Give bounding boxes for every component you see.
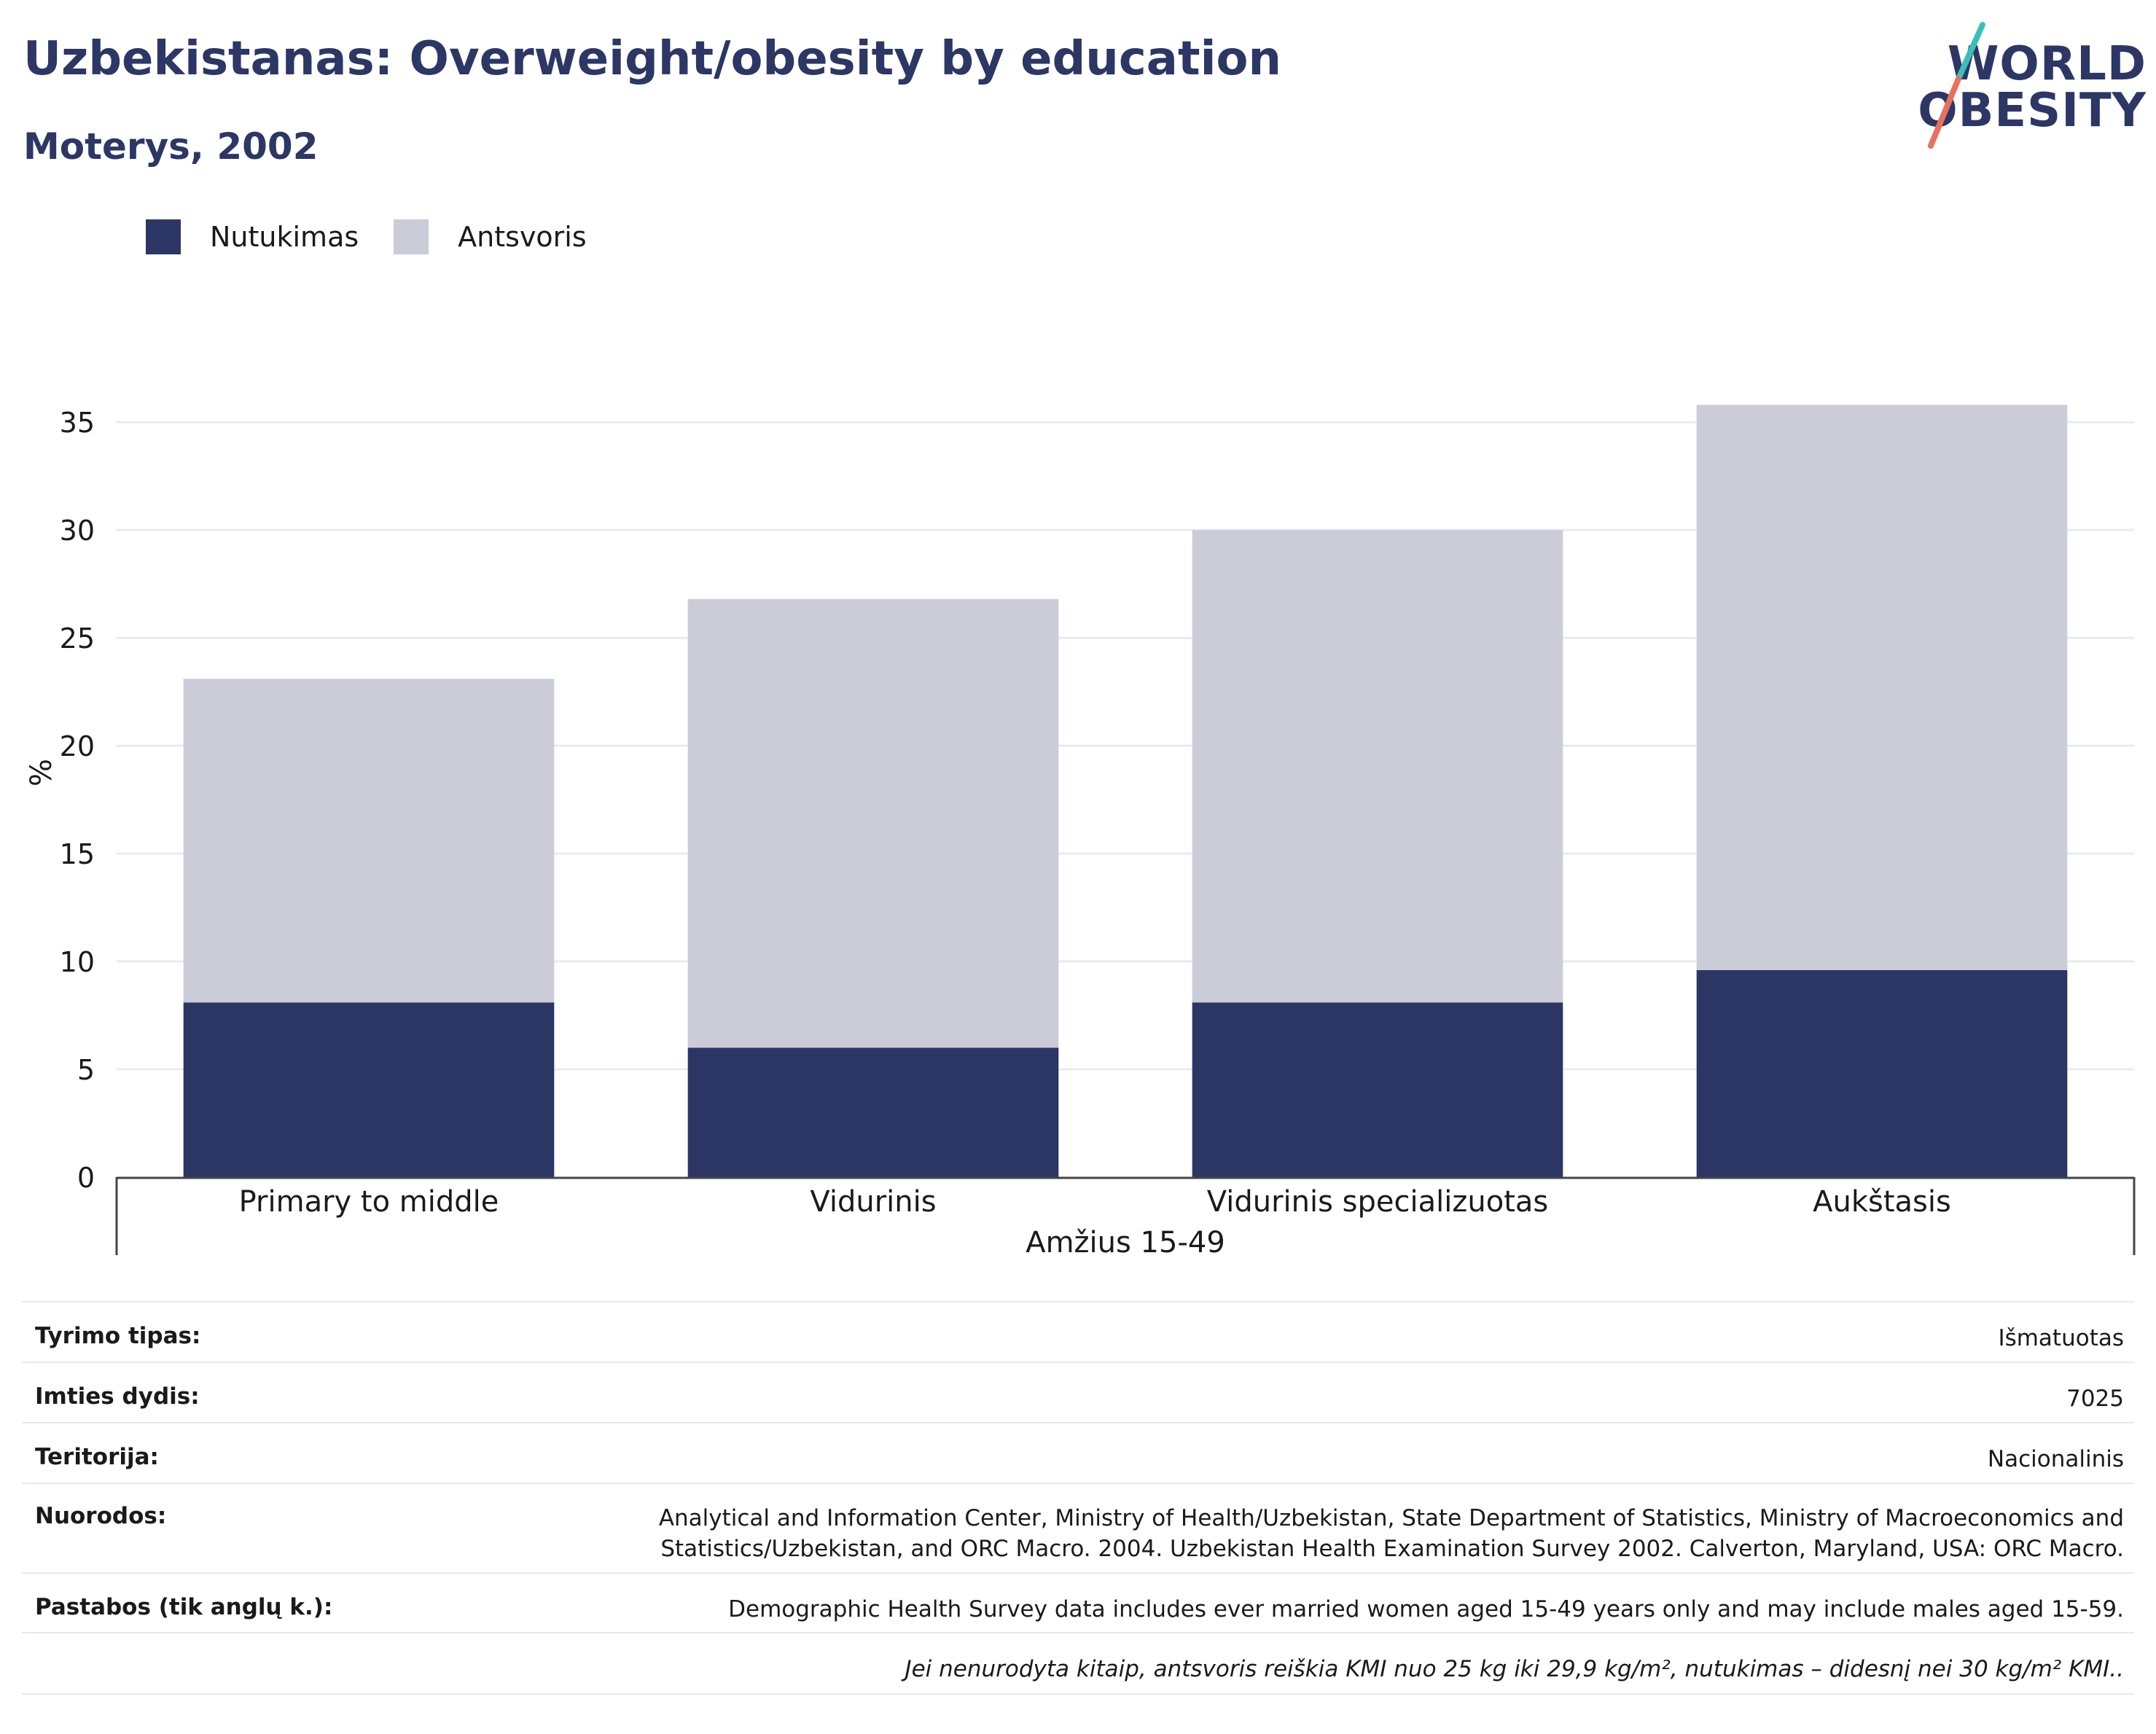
- info-label: Nuorodos:: [35, 1503, 167, 1529]
- x-axis-label: Amžius 15-49: [1026, 1226, 1225, 1260]
- bar-overweight: [183, 679, 555, 1003]
- y-axis-label: %: [25, 759, 58, 786]
- reference-line: Statistics/Uzbekistan, and ORC Macro. 20…: [660, 1536, 2124, 1562]
- legend-swatch-overweight: [394, 219, 429, 254]
- info-row-references: Nuorodos: Analytical and Information Cen…: [22, 1484, 2134, 1574]
- bar-overweight: [1192, 530, 1563, 1003]
- legend-swatch-obesity: [146, 219, 181, 254]
- info-row-footnote: Jei nenurodyta kitaip, antsvoris reiškia…: [22, 1633, 2134, 1695]
- bar-overweight: [687, 598, 1059, 1048]
- info-row-survey-type: Tyrimo tipas: Išmatuotas: [22, 1303, 2134, 1363]
- info-label: Pastabos (tik anglų k.):: [35, 1594, 333, 1620]
- reference-line: Analytical and Information Center, Minis…: [658, 1505, 2124, 1531]
- logo-slash-icon: [1928, 22, 1985, 149]
- bar-obesity: [1696, 969, 2068, 1177]
- info-label: Teritorija:: [35, 1444, 159, 1470]
- x-tick-label: Vidurinis specializuotas: [1207, 1185, 1548, 1219]
- logo-text-world: WORLD: [1947, 37, 2147, 91]
- x-tick-label: Aukštasis: [1813, 1185, 1951, 1219]
- chart-subtitle: Moterys, 2002: [23, 125, 319, 168]
- world-obesity-logo: WORLD OBESITY: [1899, 20, 2147, 155]
- survey-info-table: Tyrimo tipas: Išmatuotas Imties dydis: 7…: [22, 1301, 2134, 1695]
- bar-obesity: [183, 1002, 555, 1177]
- info-value: 7025: [2066, 1386, 2124, 1412]
- y-tick-label: 15: [60, 838, 95, 870]
- chart-title: Uzbekistanas: Overweight/obesity by educ…: [23, 32, 1282, 86]
- y-tick-label: 30: [60, 515, 95, 547]
- legend-label-obesity: Nutukimas: [210, 221, 359, 253]
- legend-item-overweight[interactable]: Antsvoris: [394, 219, 587, 254]
- legend-label-overweight: Antsvoris: [458, 221, 587, 253]
- x-tick-label: Primary to middle: [239, 1185, 499, 1219]
- y-tick-label: 20: [60, 730, 95, 762]
- definition-footnote: Jei nenurodyta kitaip, antsvoris reiškia…: [905, 1656, 2124, 1682]
- info-value: Išmatuotas: [1998, 1325, 2124, 1351]
- bar-obesity: [687, 1047, 1059, 1177]
- info-row-territory: Teritorija: Nacionalinis: [22, 1423, 2134, 1484]
- y-tick-label: 10: [60, 946, 95, 978]
- bar-chart: 0 5 10 15 20 25 30 35% Primary to middle Vidurini…: [25, 405, 2136, 1260]
- legend-item-obesity[interactable]: Nutukimas: [146, 219, 359, 254]
- logo-text-obesity: OBESITY: [1918, 84, 2147, 138]
- y-tick-label: 25: [60, 622, 95, 655]
- y-tick-label: 0: [77, 1162, 95, 1194]
- info-value-references: Analytical and Information Center, Minis…: [659, 1503, 2124, 1564]
- info-value: Demographic Health Survey data includes …: [728, 1596, 2124, 1622]
- info-label: Imties dydis:: [35, 1383, 200, 1410]
- x-tick-label: Vidurinis: [810, 1185, 936, 1219]
- info-row-sample-size: Imties dydis: 7025: [22, 1363, 2134, 1423]
- bar-obesity: [1192, 1002, 1563, 1177]
- info-row-notes: Pastabos (tik anglų k.): Demographic Hea…: [22, 1574, 2134, 1633]
- y-tick-label: 5: [77, 1054, 95, 1086]
- bar-overweight: [1696, 405, 2068, 970]
- info-label: Tyrimo tipas:: [35, 1323, 201, 1349]
- chart-legend: Nutukimas Antsvoris: [146, 216, 622, 257]
- y-tick-label: 35: [60, 407, 95, 439]
- info-value: Nacionalinis: [1987, 1446, 2124, 1472]
